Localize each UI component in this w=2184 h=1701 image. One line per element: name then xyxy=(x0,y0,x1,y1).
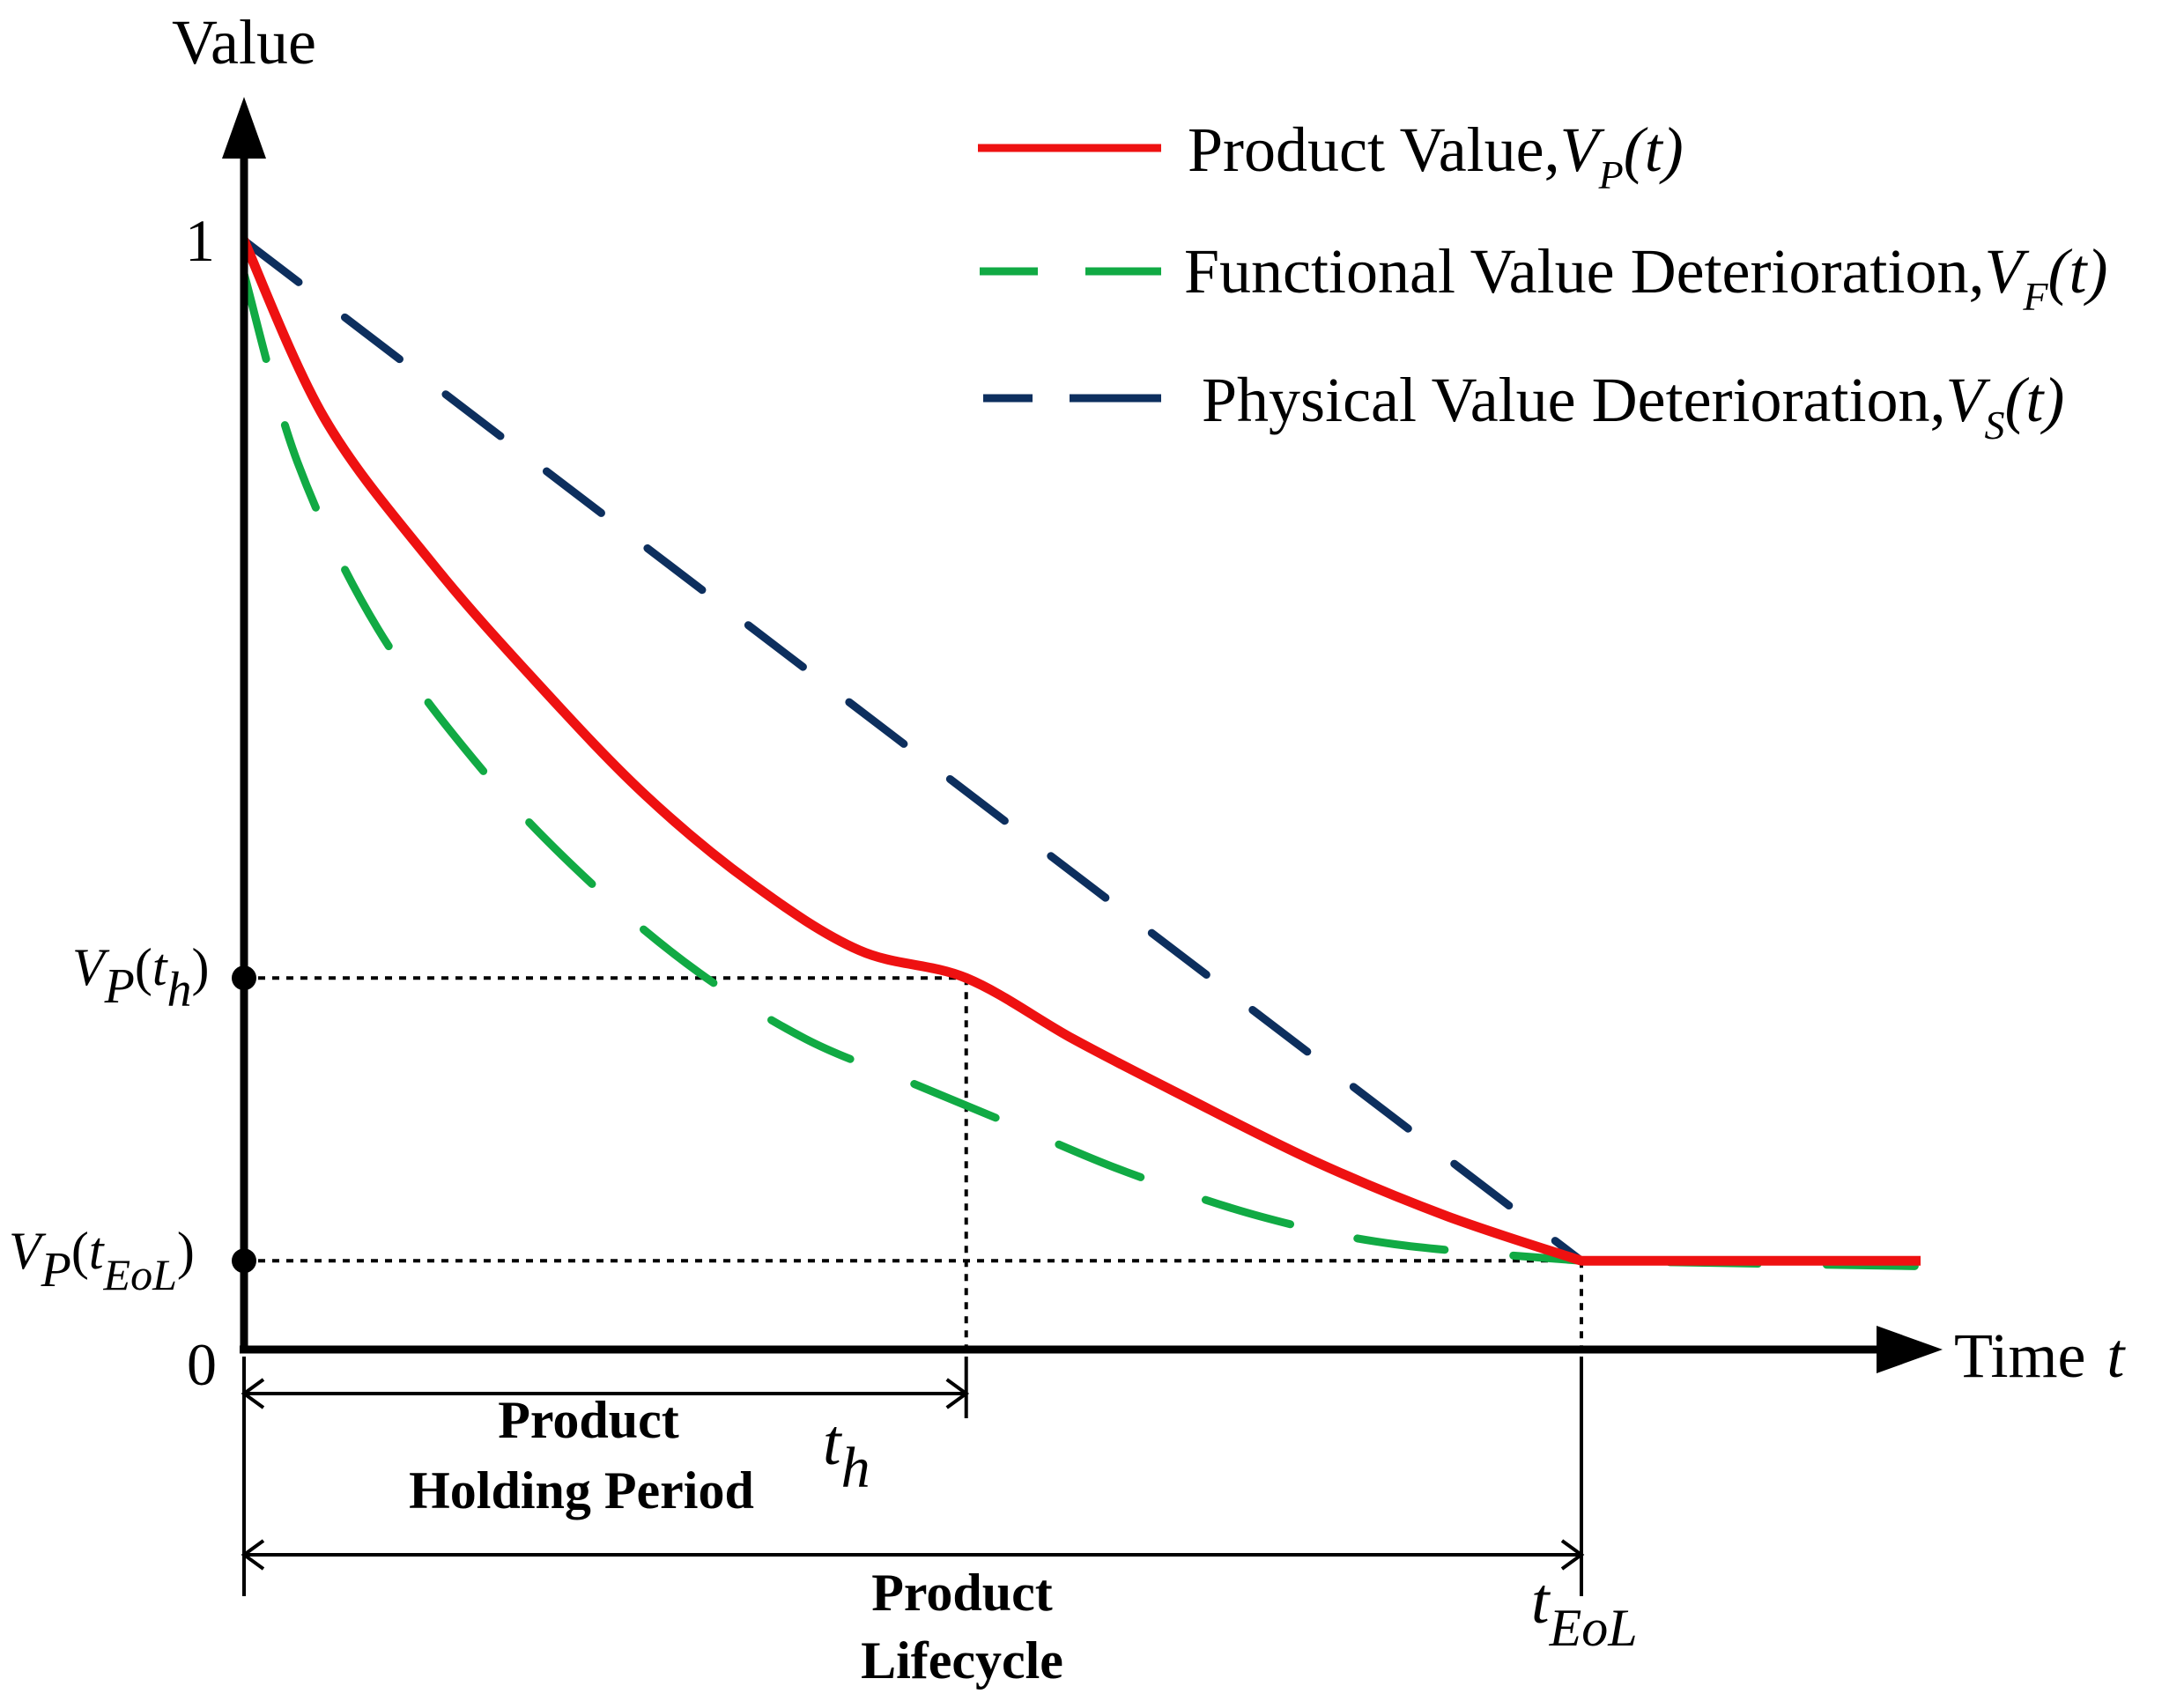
x-axis-label-text: Time xyxy=(1954,1320,2085,1391)
th-var: t xyxy=(823,1407,843,1479)
vp-th-open: ( xyxy=(135,938,152,996)
teol-label: tEoL xyxy=(1531,1565,1638,1657)
legend-product-name: Product Value, xyxy=(1188,115,1560,185)
legend-functional-name: Functional Value Deterioration, xyxy=(1184,236,1984,307)
legend-physical-sub: S xyxy=(1984,403,2004,447)
marker-dot-vp-th xyxy=(232,965,256,991)
y-axis-label: Value xyxy=(172,7,316,78)
legend-product-arg: (t) xyxy=(1624,115,1684,185)
legend-product-sub: P xyxy=(1598,152,1624,197)
x-axis-arrow xyxy=(1877,1326,1943,1373)
vp-teol-var: V xyxy=(9,1222,47,1280)
period-brackets xyxy=(241,1357,1585,1596)
vp-th-sub: P xyxy=(104,959,135,1014)
th-sub: h xyxy=(841,1436,870,1500)
legend-label-functional: Functional Value Deterioration,VF(t) xyxy=(1184,236,2108,319)
th-label: th xyxy=(823,1407,870,1500)
vp-th-close: ) xyxy=(192,938,210,996)
series-functional-line xyxy=(247,270,1921,1270)
y-axis-arrow xyxy=(222,97,266,159)
axes xyxy=(222,97,1943,1373)
holding-period-line1: Product xyxy=(498,1391,679,1449)
holding-period-bracket xyxy=(241,1357,970,1420)
legend-functional-var: V xyxy=(1984,236,2029,307)
vp-teol-sub: P xyxy=(41,1243,71,1298)
legend-physical-name: Physical Value Deterioration, xyxy=(1202,365,1945,435)
teol-sub: EoL xyxy=(1549,1599,1638,1657)
marker-dot-vp-teol xyxy=(232,1248,256,1274)
marker-dots xyxy=(232,965,256,1274)
legend-physical-arg: (t) xyxy=(2004,365,2064,435)
vp-th-argsub: h xyxy=(167,963,192,1017)
y-tick-1: 1 xyxy=(185,207,215,274)
legend: Product Value,VP(t) Functional Value Det… xyxy=(978,115,2108,447)
vp-th-argvar: t xyxy=(152,938,168,996)
y-tick-0: 0 xyxy=(187,1331,217,1398)
vp-teol-label: VP(tEoL) xyxy=(9,1222,195,1299)
legend-label-product: Product Value,VP(t) xyxy=(1188,115,1684,197)
vp-teol-argsub: EoL xyxy=(103,1250,177,1299)
vp-teol-argvar: t xyxy=(89,1222,105,1280)
legend-physical-var: V xyxy=(1945,365,1990,435)
teol-var: t xyxy=(1531,1565,1551,1638)
vp-th-label: VP(th) xyxy=(72,938,210,1017)
guide-lines xyxy=(244,976,1583,1350)
lifecycle-line1: Product xyxy=(871,1564,1053,1622)
series-product-line xyxy=(247,236,1921,1266)
legend-functional-arg: (t) xyxy=(2048,236,2108,307)
lifecycle-line2: Lifecycle xyxy=(861,1631,1063,1690)
lifecycle-bracket xyxy=(241,1357,1585,1596)
vp-teol-close: ) xyxy=(177,1222,195,1280)
vp-th-var: V xyxy=(72,938,110,996)
legend-functional-sub: F xyxy=(2022,274,2048,319)
holding-period-line2: Holding Period xyxy=(409,1461,754,1520)
legend-product-var: V xyxy=(1560,115,1605,185)
legend-label-physical: Physical Value Deterioration,VS(t) xyxy=(1202,365,2064,447)
series-group xyxy=(247,236,1921,1270)
vp-teol-open: ( xyxy=(71,1222,89,1280)
x-axis-label: Time t xyxy=(1954,1320,2126,1391)
x-axis-label-var: t xyxy=(2106,1320,2126,1391)
